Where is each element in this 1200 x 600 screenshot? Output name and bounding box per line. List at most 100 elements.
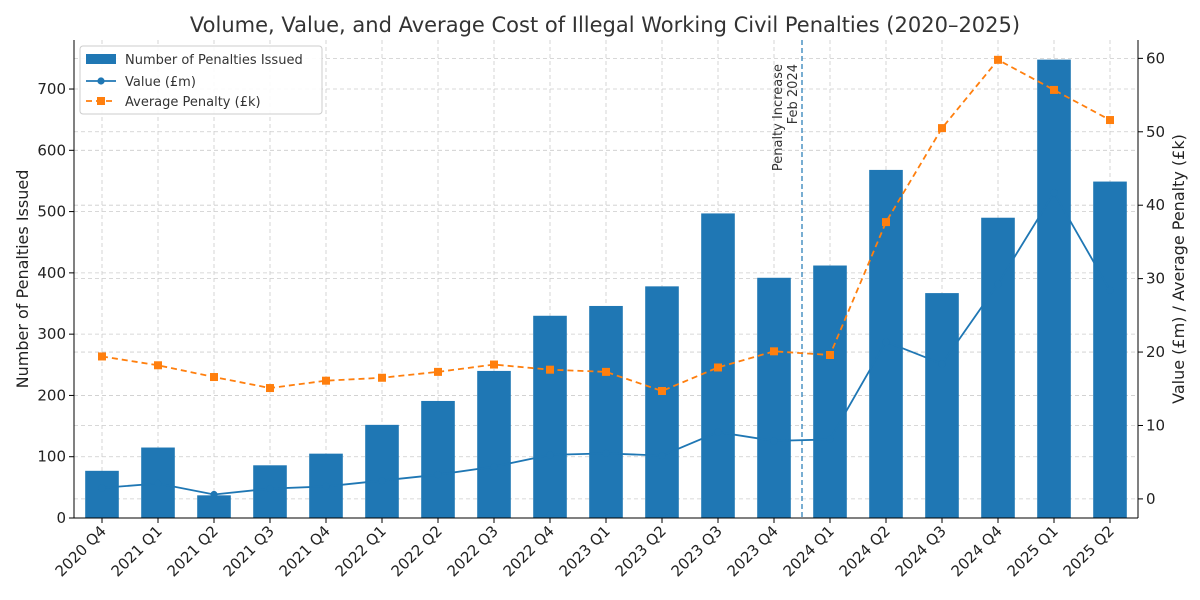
legend-label-value: Value (£m) [125, 75, 196, 90]
legend-swatch-bars [86, 54, 116, 64]
y-tick-label: 600 [37, 141, 66, 159]
y2-tick-label: 30 [1146, 270, 1165, 288]
chart-title: Volume, Value, and Average Cost of Illeg… [190, 13, 1020, 37]
series-point [490, 360, 498, 369]
y2-tick-label: 60 [1146, 49, 1165, 67]
y-tick-label: 400 [37, 264, 66, 282]
y-axis-label: Number of Penalties Issued [13, 170, 32, 389]
series-point [378, 373, 386, 382]
bar [1093, 181, 1127, 519]
legend-box [79, 45, 323, 115]
series-point [322, 482, 330, 491]
series-point [98, 484, 106, 492]
series-point [994, 280, 1002, 288]
legend-label-bars: Number of Penalties Issued [125, 53, 303, 68]
x-tick-label: 2023 Q4 [724, 522, 782, 580]
y2-tick-label: 0 [1146, 490, 1156, 508]
legend-label-average: Average Penalty (£k) [125, 95, 261, 110]
series-point [714, 428, 722, 436]
x-tick-label: 2021 Q2 [164, 522, 222, 580]
series-point [1106, 116, 1114, 125]
bar [533, 315, 567, 518]
series-point [658, 451, 666, 460]
x-tick-label: 2022 Q2 [388, 522, 446, 580]
y-tick-label: 0 [56, 509, 66, 527]
series-point [434, 471, 442, 479]
series-point [210, 373, 218, 382]
bar [85, 470, 119, 518]
series-point [938, 124, 946, 133]
x-tick-label: 2024 Q1 [780, 522, 838, 580]
x-tick-label: 2021 Q1 [108, 522, 166, 580]
y-tick-label: 700 [37, 80, 66, 98]
series-point [938, 360, 946, 368]
annotation: Penalty Increase Feb 2024 [771, 40, 803, 518]
bar [365, 424, 399, 518]
series-point [770, 437, 778, 445]
x-tick-label: 2024 Q3 [892, 522, 950, 580]
y-tick-label: 300 [37, 325, 66, 343]
x-tick-label: 2023 Q2 [612, 522, 670, 580]
series-point [826, 350, 834, 359]
series-point [546, 365, 554, 374]
y-tick-label: 200 [37, 386, 66, 404]
series-point [434, 367, 442, 376]
bar [1037, 59, 1071, 518]
series-point [98, 352, 106, 361]
x-tick-label: 2023 Q3 [668, 522, 726, 580]
bar [477, 370, 511, 518]
legend-swatch-average-marker [97, 97, 105, 105]
bar [981, 217, 1015, 518]
series-point [602, 367, 610, 376]
series-point [714, 363, 722, 372]
bar [645, 286, 679, 518]
y2-tick-label: 40 [1146, 196, 1165, 214]
series-point [994, 55, 1002, 64]
series-point [322, 376, 330, 385]
x-tick-label: 2021 Q4 [276, 522, 334, 580]
x-tick-label: 2021 Q3 [220, 522, 278, 580]
legend: Number of Penalties Issued Value (£m) Aver… [79, 45, 323, 115]
bar [589, 305, 623, 518]
bar [813, 265, 847, 518]
series-point [602, 449, 610, 457]
legend-swatch-value-marker [97, 77, 105, 85]
y-tick-label: 100 [37, 448, 66, 466]
series-point [770, 347, 778, 356]
series-point [154, 361, 162, 370]
lines [98, 55, 1114, 499]
annotation-text: Penalty Increase [771, 64, 786, 171]
y2-tick-label: 10 [1146, 416, 1165, 434]
bar [925, 293, 959, 518]
series-point [826, 435, 834, 444]
y2-tick-label: 50 [1146, 123, 1165, 141]
x-tick-label: 2025 Q2 [1060, 522, 1118, 580]
x-tick-label: 2024 Q2 [836, 522, 894, 580]
series-point [658, 386, 666, 395]
series-point [1106, 286, 1114, 294]
series-point [882, 338, 890, 346]
bar [421, 400, 455, 518]
series-point [490, 463, 498, 471]
bars [85, 59, 1127, 519]
x-tick-label: 2025 Q1 [1004, 522, 1062, 580]
x-tick-label: 2024 Q4 [948, 522, 1006, 580]
x-tick-label: 2020 Q4 [52, 522, 110, 580]
series-point [546, 451, 554, 459]
annotation-text: Feb 2024 [786, 64, 801, 124]
y2-axis-label: Value (£m) / Average Penalty (£k) [1169, 134, 1188, 404]
series-point [1050, 189, 1058, 197]
x-tick-label: 2022 Q4 [500, 522, 558, 580]
series-point [1050, 85, 1058, 94]
series-point [266, 384, 274, 393]
series-point [154, 479, 162, 488]
bar [197, 495, 231, 518]
x-tick-label: 2022 Q3 [444, 522, 502, 580]
series-point [882, 218, 890, 227]
series-point [266, 485, 274, 493]
series-point [210, 490, 218, 499]
y-tick-label: 500 [37, 203, 66, 221]
bar [757, 277, 791, 518]
series-point [378, 476, 386, 485]
